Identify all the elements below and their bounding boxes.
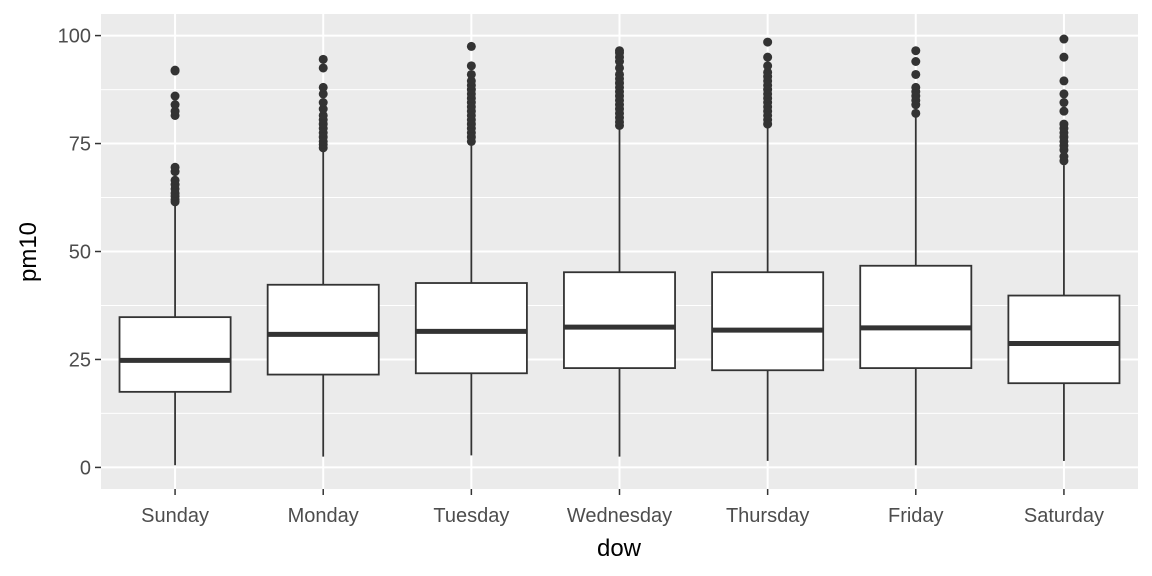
outlier-point	[1059, 76, 1069, 86]
x-tick-label: Saturday	[1024, 505, 1104, 527]
iqr-box	[118, 316, 232, 393]
outlier-point	[1059, 119, 1069, 129]
outlier-point	[318, 54, 328, 64]
outlier-point	[466, 76, 476, 86]
outlier-point	[763, 67, 773, 77]
outlier-point	[615, 69, 624, 79]
outlier-point	[911, 108, 921, 118]
iqr-box	[414, 282, 528, 375]
x-tick-label: Thursday	[726, 505, 809, 527]
outlier-point	[1059, 106, 1069, 116]
outlier-point	[318, 110, 328, 120]
outlier-point	[466, 41, 476, 51]
box-friday	[859, 46, 973, 466]
outlier-point	[318, 98, 328, 108]
outlier-point	[170, 91, 180, 101]
outlier-point	[318, 89, 328, 99]
iqr-box	[1007, 294, 1121, 385]
y-axis-title: pm10	[15, 222, 42, 282]
box-tuesday	[414, 41, 528, 456]
box-monday	[266, 54, 380, 457]
iqr-box	[711, 271, 825, 372]
y-axis: 0 25 50 75 100	[58, 26, 101, 479]
outlier-point	[318, 82, 328, 92]
box-saturday	[1007, 34, 1121, 461]
outlier-point	[466, 61, 476, 71]
outlier-point	[170, 65, 180, 75]
y-tick-label: 0	[80, 457, 91, 479]
box-wednesday	[563, 46, 676, 457]
iqr-box	[563, 271, 676, 369]
outlier-point	[466, 69, 476, 79]
y-tick-label: 50	[69, 242, 91, 264]
box-sunday	[118, 65, 232, 466]
outlier-point	[1059, 152, 1069, 161]
x-tick-label: Monday	[288, 505, 359, 527]
outlier-point	[1059, 52, 1069, 62]
outlier-point	[318, 104, 328, 114]
iqr-box	[266, 283, 380, 376]
outlier-point	[1059, 98, 1069, 108]
outlier-point	[911, 57, 921, 66]
outlier-point	[911, 82, 921, 92]
outlier-point	[170, 175, 180, 185]
y-tick-label: 75	[69, 134, 91, 156]
outlier-point	[615, 63, 624, 73]
outlier-point	[911, 69, 921, 79]
iqr-box	[859, 264, 973, 369]
x-tick-label: Wednesday	[567, 505, 672, 527]
x-tick-label: Tuesday	[433, 505, 509, 527]
outlier-point	[763, 37, 773, 47]
box-series	[118, 34, 1121, 466]
outlier-point	[1059, 89, 1069, 99]
outlier-point	[170, 106, 180, 116]
x-tick-label: Sunday	[141, 505, 209, 527]
y-tick-label: 100	[58, 26, 91, 48]
outlier-point	[763, 52, 773, 62]
outlier-point	[170, 162, 180, 172]
outlier-point	[911, 46, 921, 56]
x-tick-label: Friday	[888, 505, 944, 527]
outlier-point	[170, 100, 180, 110]
x-axis: Sunday Monday Tuesday Wednesday Thursday Frid…	[141, 489, 1104, 527]
outlier-point	[763, 61, 773, 71]
outlier-point	[1059, 34, 1069, 44]
y-tick-label: 25	[69, 349, 91, 371]
outlier-point	[318, 63, 328, 73]
box-thursday	[711, 37, 825, 461]
outlier-point	[615, 46, 624, 56]
x-axis-title: dow	[597, 535, 642, 562]
